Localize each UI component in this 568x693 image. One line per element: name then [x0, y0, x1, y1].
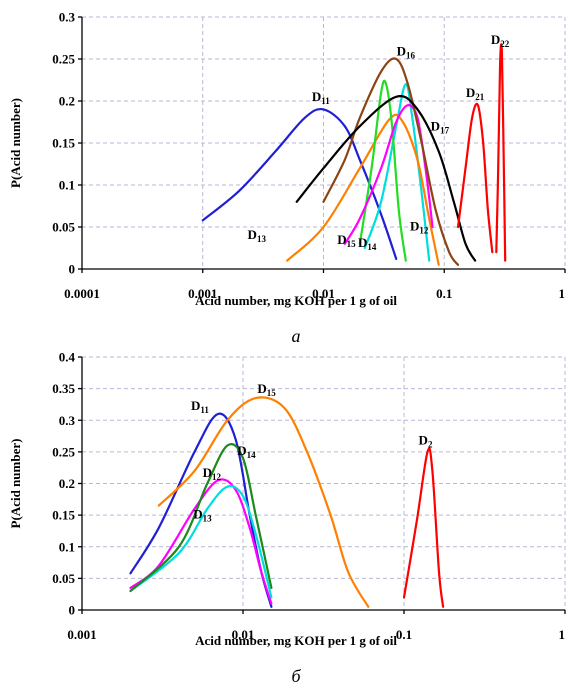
y-tick-label: 0.05 [52, 571, 75, 586]
chart-2: 0 0.05 0.1 0.15 0.2 0.25 0.3 0.35 0.4 0.001 0.01 0.… [8, 350, 566, 686]
chart-caption: б [291, 666, 301, 686]
series-line-d12 [129, 478, 273, 605]
series-label-d13: D13 [248, 227, 267, 244]
y-tick-label: 0.25 [52, 52, 75, 67]
x-tick-label: 0.1 [396, 627, 412, 642]
series-line-d14 [358, 79, 407, 262]
series-label-d21: D21 [466, 85, 485, 102]
x-tick-label: 0.001 [67, 627, 96, 642]
series-line-d2 [402, 447, 445, 608]
series-label-d22: D22 [491, 32, 510, 49]
series-label-d11: D11 [191, 398, 209, 415]
x-tick-label: 0.001 [188, 286, 217, 301]
series-label-d13: D13 [193, 506, 212, 523]
y-tick-label: 0.3 [59, 10, 76, 25]
y-tick-label: 0.35 [52, 381, 75, 396]
series-line-d22 [495, 43, 507, 262]
x-tick-label: 0.01 [312, 286, 335, 301]
series-label-d15: D15 [337, 232, 356, 249]
x-tick-label: 0.0001 [64, 286, 100, 301]
series-label-d14: D14 [237, 443, 256, 460]
y-tick-label: 0.15 [52, 136, 75, 151]
series-line-d13 [129, 485, 273, 599]
y-tick-label: 0.4 [59, 350, 76, 365]
series-line-d12 [363, 83, 431, 262]
series-line-d14 [129, 442, 273, 593]
y-tick-label: 0.2 [59, 94, 75, 109]
series-label-d16: D16 [397, 44, 416, 61]
y-tick-label: 0 [69, 603, 76, 618]
series-line-d13 [286, 113, 440, 266]
series-line-d15 [157, 396, 370, 608]
x-tick-label: 1 [559, 627, 566, 642]
x-axis-label: Acid number, mg KOH per 1 g of oil [195, 633, 397, 648]
series-label-d11: D11 [312, 89, 330, 106]
series-label-d12: D12 [410, 218, 429, 235]
x-axis-label: Acid number, mg KOH per 1 g of oil [195, 293, 397, 308]
series-label-d2: D2 [419, 432, 433, 449]
series-label-d12: D12 [203, 465, 222, 482]
y-axis-label: P(Acid number) [8, 439, 23, 529]
y-tick-label: 0.1 [59, 539, 75, 554]
y-tick-label: 0 [69, 262, 76, 277]
y-tick-label: 0.2 [59, 476, 75, 491]
series-label-d17: D17 [431, 118, 450, 135]
series-label-d14: D14 [358, 235, 377, 252]
chart-caption: a [292, 326, 301, 346]
y-tick-label: 0.3 [59, 413, 76, 428]
x-tick-label: 0.1 [436, 286, 452, 301]
y-tick-label: 0.1 [59, 178, 75, 193]
y-axis-label: P(Acid number) [8, 98, 23, 188]
series-label-d15: D15 [257, 381, 276, 398]
x-tick-label: 1 [559, 286, 566, 301]
series-line-d16 [322, 57, 460, 266]
y-tick-label: 0.25 [52, 444, 75, 459]
series-line-d21 [456, 102, 494, 254]
x-tick-label: 0.01 [232, 627, 255, 642]
series-line-d11 [201, 107, 398, 260]
y-tick-label: 0.15 [52, 508, 75, 523]
y-tick-label: 0.05 [52, 220, 75, 235]
chart-1: 0 0.05 0.1 0.15 0.2 0.25 0.3 0.0001 0.001 0.01 0.1… [8, 10, 566, 346]
series-line-d17 [295, 95, 477, 262]
